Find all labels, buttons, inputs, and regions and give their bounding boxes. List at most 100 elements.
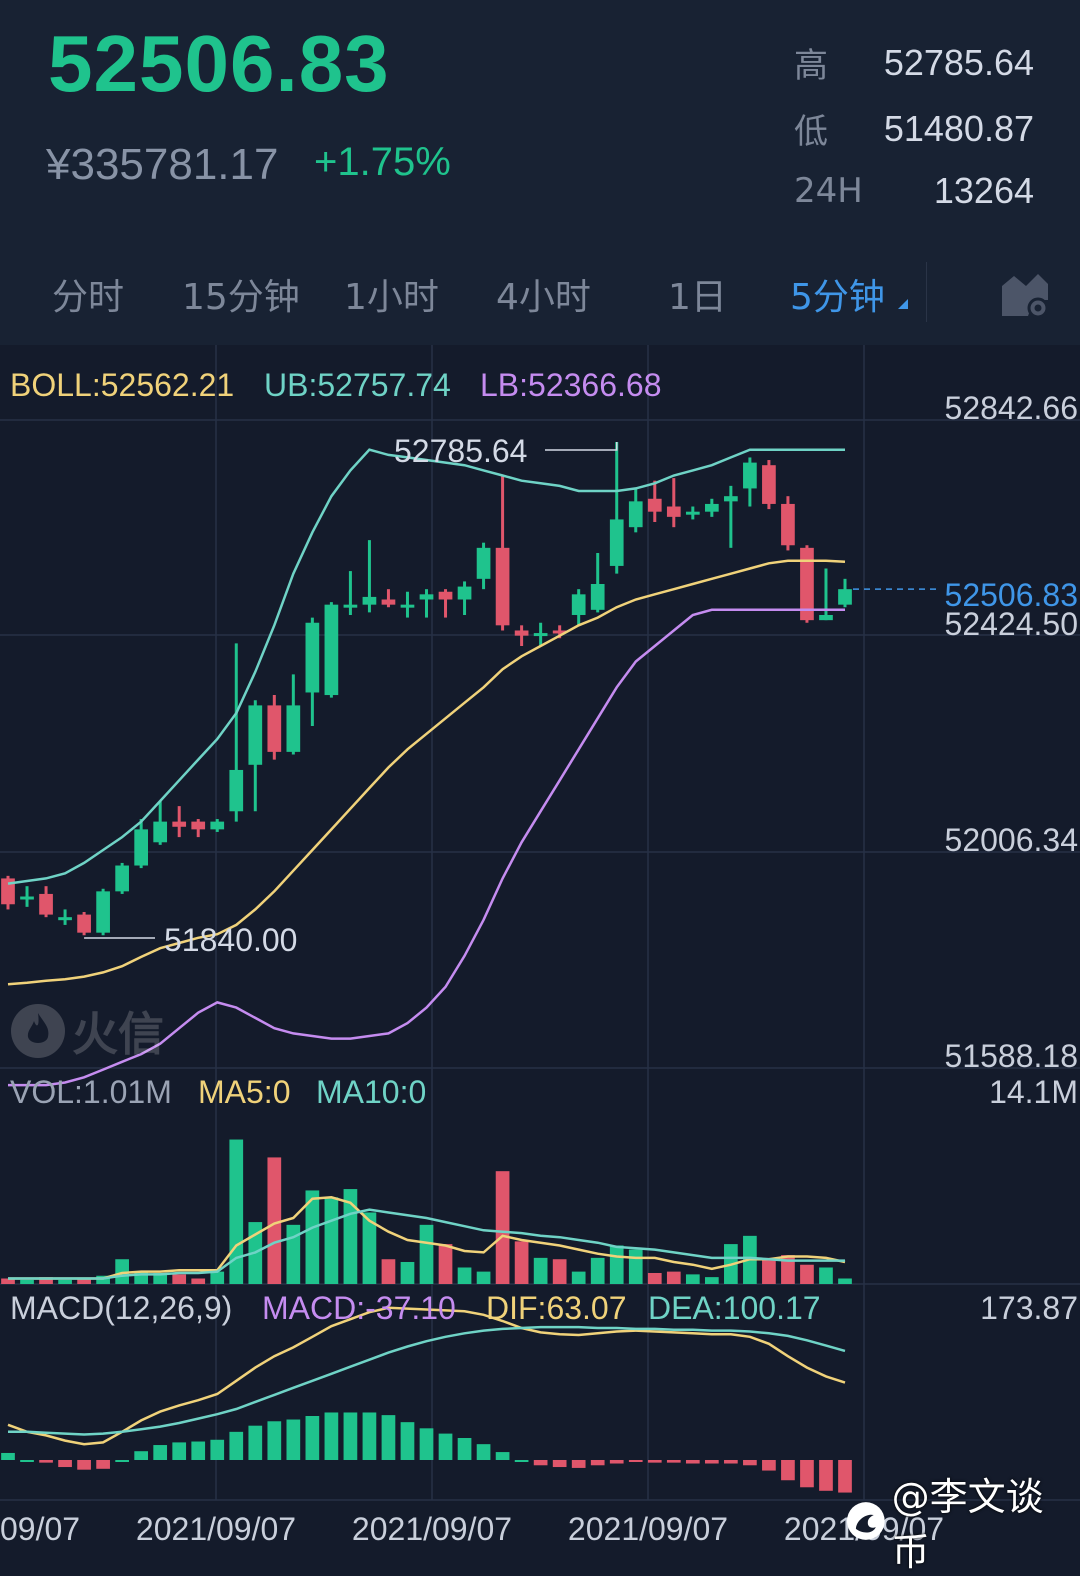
macd-hist-bar — [362, 1412, 377, 1460]
candle-body — [647, 498, 662, 512]
volume-bar — [381, 1259, 396, 1284]
dea-value: DEA:100.17 — [648, 1290, 821, 1326]
volume-bar — [1, 1278, 15, 1284]
macd-hist-bar — [191, 1441, 206, 1460]
macd-hist-bar — [743, 1460, 757, 1466]
tab-1day[interactable]: 1日 — [668, 277, 727, 318]
candle-body — [685, 511, 700, 515]
volume-bar — [191, 1278, 206, 1284]
candle-body — [343, 604, 358, 608]
candle-body — [134, 829, 149, 866]
macd-hist-bar — [153, 1445, 168, 1460]
macd-hist-bar — [457, 1438, 472, 1460]
price-axis-label: 51588.18 — [945, 1038, 1078, 1074]
volume-bar — [286, 1224, 301, 1284]
volume-bar — [495, 1171, 510, 1284]
tab-timeshare[interactable]: 分时 — [52, 277, 125, 318]
macd-hist-bar — [134, 1451, 149, 1460]
candle-body — [362, 596, 377, 605]
last-close-tag: 52424.50 — [945, 606, 1078, 642]
volume-bar — [552, 1259, 567, 1284]
candle-body — [457, 586, 472, 600]
macd-hist-bar — [343, 1412, 358, 1460]
vol-ma10-label: MA10:0 — [316, 1074, 426, 1110]
volume-bar — [324, 1197, 339, 1284]
candle-body — [20, 896, 34, 900]
volume-bar — [590, 1257, 605, 1284]
macd-hist-bar — [39, 1460, 53, 1463]
macd-hist-bar — [609, 1460, 624, 1464]
candle-body — [609, 519, 624, 566]
volume-bar — [77, 1278, 91, 1284]
volume-bar — [666, 1271, 681, 1284]
macd-hist-bar — [495, 1452, 510, 1460]
candle-body — [495, 547, 510, 626]
macd-hist-bar — [838, 1460, 852, 1493]
tab-5min[interactable]: 5分钟 — [790, 268, 910, 320]
low-marker-label: 51840.00 — [164, 922, 297, 958]
volume-bar — [419, 1224, 434, 1284]
volume-bar — [628, 1249, 643, 1284]
candle-body — [115, 865, 129, 892]
volume-bar — [20, 1279, 34, 1284]
candle-body — [77, 914, 91, 933]
volume-bar — [514, 1241, 529, 1284]
volume-bar — [362, 1212, 377, 1284]
candle-body — [267, 705, 282, 752]
macd-hist-bar — [781, 1460, 795, 1481]
volume-bar — [96, 1275, 110, 1284]
volume-bar — [305, 1190, 320, 1284]
boll-line — [7, 559, 846, 986]
macd-hist-bar — [77, 1460, 91, 1470]
candle-body — [400, 604, 415, 608]
candle-body — [838, 589, 852, 605]
interval-tabs: 分时 15分钟 1小时 4小时 1日 5分钟 — [0, 262, 1080, 326]
macd-axis-max: 173.87 — [980, 1290, 1078, 1326]
volume-bar — [229, 1139, 244, 1284]
macd-hist-bar — [514, 1460, 529, 1462]
weibo-logo-icon — [846, 1502, 885, 1540]
stat-label: 低 — [794, 112, 828, 152]
lb-label: LB:52366.68 — [480, 367, 662, 403]
macd-hist-bar — [666, 1460, 681, 1463]
macd-hist-bar — [248, 1425, 263, 1460]
time-axis-label: 2021/09/07 — [352, 1511, 512, 1547]
vol-ma5-line — [8, 1196, 846, 1280]
watermark-text: 火信 — [72, 1007, 164, 1061]
candle-body — [743, 462, 757, 489]
stat-value: 13264 — [933, 170, 1034, 211]
change-percent: +1.75% — [314, 140, 451, 184]
dif-value: DIF:63.07 — [486, 1290, 627, 1326]
candle-body — [666, 506, 681, 517]
chart-area[interactable]: BOLL:52562.21 UB:52757.74 LB:52366.68 52… — [0, 345, 1080, 1550]
macd-hist-bar — [229, 1431, 244, 1460]
macd-hist-bar — [381, 1415, 396, 1460]
tab-4hour[interactable]: 4小时 — [496, 277, 591, 318]
stat-label: 24H — [794, 171, 863, 211]
lb-line — [8, 608, 845, 1087]
candle-body — [533, 633, 548, 637]
stat-value: 52785.64 — [883, 41, 1034, 83]
candle-body — [191, 821, 206, 830]
volume-bar — [58, 1279, 72, 1284]
macd-hist-bar — [115, 1460, 129, 1462]
volume-bar — [647, 1272, 662, 1284]
last-price: 52506.83 — [48, 19, 390, 108]
time-axis-label: 09/07 — [0, 1511, 80, 1547]
macd-hist-bar — [305, 1416, 320, 1460]
chart-settings-icon[interactable] — [998, 270, 1052, 320]
candlestick-series — [1, 441, 852, 936]
macd-value: MACD:-37.10 — [262, 1290, 456, 1326]
volume-bar — [172, 1274, 187, 1284]
triangle-down-icon — [898, 299, 909, 309]
volume-bar — [762, 1257, 776, 1284]
volume-bar — [685, 1274, 700, 1284]
candle-body — [248, 705, 263, 765]
tab-15min[interactable]: 15分钟 — [182, 277, 300, 318]
macd-hist-bar — [476, 1444, 491, 1460]
tab-1hour[interactable]: 1小时 — [344, 277, 439, 318]
macd-hist-bar — [286, 1419, 301, 1460]
huoxin-watermark: 火信 — [10, 998, 164, 1064]
volume-bar — [533, 1257, 548, 1284]
macd-hist-bar — [20, 1460, 34, 1462]
